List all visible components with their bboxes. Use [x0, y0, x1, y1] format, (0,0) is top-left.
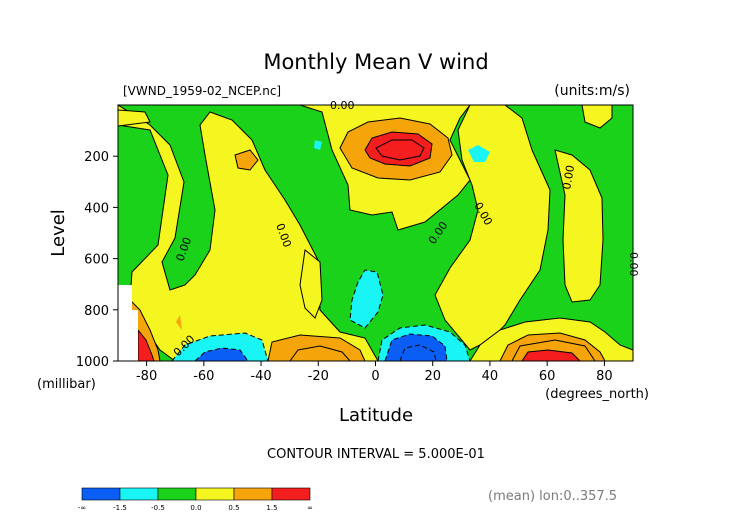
contour-line-east-bottom	[511, 339, 596, 361]
fill-orange-small-left	[234, 149, 259, 171]
x-axis-units: (degrees_north)	[545, 387, 649, 402]
contour-line-center-bottom	[289, 345, 351, 361]
y-axis-units: (millibar)	[37, 377, 96, 392]
fill-red-east-bottom	[521, 349, 581, 361]
colorbar-tick-label: -1.5	[113, 504, 127, 512]
y-tick-label: 800	[84, 304, 109, 319]
y-tick-label: 200	[84, 150, 109, 165]
contour-line-top-inner	[375, 139, 425, 161]
colorbar-swatch	[157, 487, 197, 501]
x-tick-label: 40	[482, 369, 499, 384]
x-tick-label: 20	[424, 369, 441, 384]
colorbar-swatch	[195, 487, 235, 501]
file-label: [VWND_1959-02_NCEP.nc]	[123, 84, 281, 98]
y-tick-label: 600	[84, 253, 109, 268]
missing-data-area	[118, 285, 138, 361]
colorbar-swatch	[233, 487, 273, 501]
fill-yellow-far-east	[554, 149, 604, 303]
x-tick-label: 60	[539, 369, 556, 384]
x-axis-label: Latitude	[339, 405, 413, 426]
colorbar-swatch	[81, 487, 121, 501]
fill-blue-west	[194, 347, 249, 361]
colorbar-tick-label: -0.5	[151, 504, 165, 512]
x-tick-label: -80	[136, 369, 157, 384]
fill-orange-tiny-left	[176, 315, 182, 330]
colorbar-tick-label: ∞	[307, 504, 313, 512]
y-tick-label: 1000	[76, 355, 109, 370]
x-tick-label: 80	[596, 369, 613, 384]
fill-red-top-center	[364, 131, 433, 167]
fill-cyan-center	[349, 269, 384, 329]
x-tick-label: -20	[308, 369, 329, 384]
fill-cyan-top-right	[468, 145, 490, 162]
fill-yellow-top-right	[581, 105, 613, 129]
fill-orange-center-bottom	[267, 334, 366, 361]
colorbar-tick-label: 1.5	[266, 504, 277, 512]
fill-yellow-left-mid	[299, 249, 323, 319]
x-tick-label: -60	[193, 369, 214, 384]
x-tick-label: -40	[250, 369, 271, 384]
fill-blue-center	[384, 333, 448, 361]
colorbar-tick-label: 0.0	[190, 504, 201, 512]
footer-note: (mean) lon:0..357.5	[488, 489, 617, 504]
contour-interval-label: CONTOUR INTERVAL = 5.000E-01	[267, 447, 485, 462]
colorbar-swatch	[119, 487, 159, 501]
x-axis: -80 -60 -40 -20 0 20 40 60 80	[136, 361, 613, 384]
contour-line-blue-inner	[399, 344, 437, 361]
colorbar-tick-label: -∞	[78, 504, 86, 512]
units-label: (units:m/s)	[554, 83, 630, 99]
colorbar-swatch	[271, 487, 311, 501]
colorbar: -∞ -1.5 -0.5 0.0 0.5 1.5 ∞	[78, 487, 313, 512]
y-tick-label: 400	[84, 201, 109, 216]
y-axis: 200 400 600 800 1000	[76, 150, 118, 370]
fill-yellow-top-left	[118, 109, 151, 127]
fill-cyan-west-bottom	[171, 332, 269, 361]
fill-cyan-top-left	[314, 140, 322, 150]
plot-area: 0.00 0.00 0.00 0.00 0.00 0.00 0.00 0.00	[117, 99, 640, 362]
colorbar-tick-label: 0.5	[228, 504, 239, 512]
chart-title: Monthly Mean V wind	[263, 50, 488, 74]
contour-label-far-east: 0.00	[560, 164, 577, 190]
x-tick-label: 0	[371, 369, 379, 384]
y-axis-label: Level	[48, 209, 69, 257]
